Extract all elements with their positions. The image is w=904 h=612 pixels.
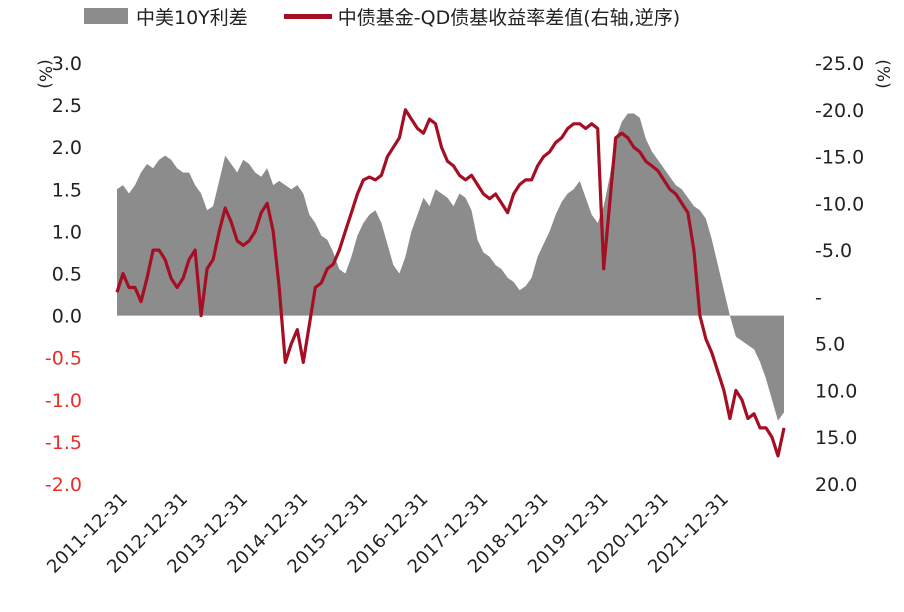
right-tick-label: 5.0 <box>815 334 845 356</box>
left-tick-label: -2.0 <box>45 474 82 496</box>
left-tick-label: 1.0 <box>52 221 82 243</box>
legend-label-line: 中债基金-QD债基收益率差值(右轴,逆序) <box>337 6 681 29</box>
legend-label-area: 中美10Y利差 <box>136 6 248 29</box>
left-tick-label: -1.5 <box>45 432 82 454</box>
right-tick-label: -10.0 <box>815 193 864 215</box>
area-series-spread <box>117 113 784 421</box>
legend: 中美10Y利差 中债基金-QD债基收益率差值(右轴,逆序) <box>84 3 716 30</box>
right-tick-label: - <box>815 287 822 309</box>
legend-swatch-area <box>84 8 128 24</box>
legend-item-area: 中美10Y利差 <box>84 3 248 30</box>
right-tick-label: -15.0 <box>815 147 864 169</box>
left-tick-label: 1.5 <box>52 179 82 201</box>
left-tick-label: 0.5 <box>52 264 82 286</box>
right-tick-label: -20.0 <box>815 100 864 122</box>
left-tick-label: -1.0 <box>45 390 82 412</box>
right-tick-label: -5.0 <box>815 240 852 262</box>
left-tick-label: 2.0 <box>52 137 82 159</box>
left-tick-label: 2.5 <box>52 95 82 117</box>
right-tick-label: 20.0 <box>815 474 857 496</box>
right-tick-label: 15.0 <box>815 427 857 449</box>
line-series-yield-diff <box>115 108 786 458</box>
left-tick-label: 0.0 <box>52 306 82 328</box>
right-tick-label: -25.0 <box>815 53 864 75</box>
right-tick-label: 10.0 <box>815 380 857 402</box>
legend-swatch-line <box>283 13 332 19</box>
left-tick-label: 3.0 <box>52 53 82 75</box>
legend-item-line: 中债基金-QD债基收益率差值(右轴,逆序) <box>283 3 681 30</box>
left-tick-label: -0.5 <box>45 348 82 370</box>
